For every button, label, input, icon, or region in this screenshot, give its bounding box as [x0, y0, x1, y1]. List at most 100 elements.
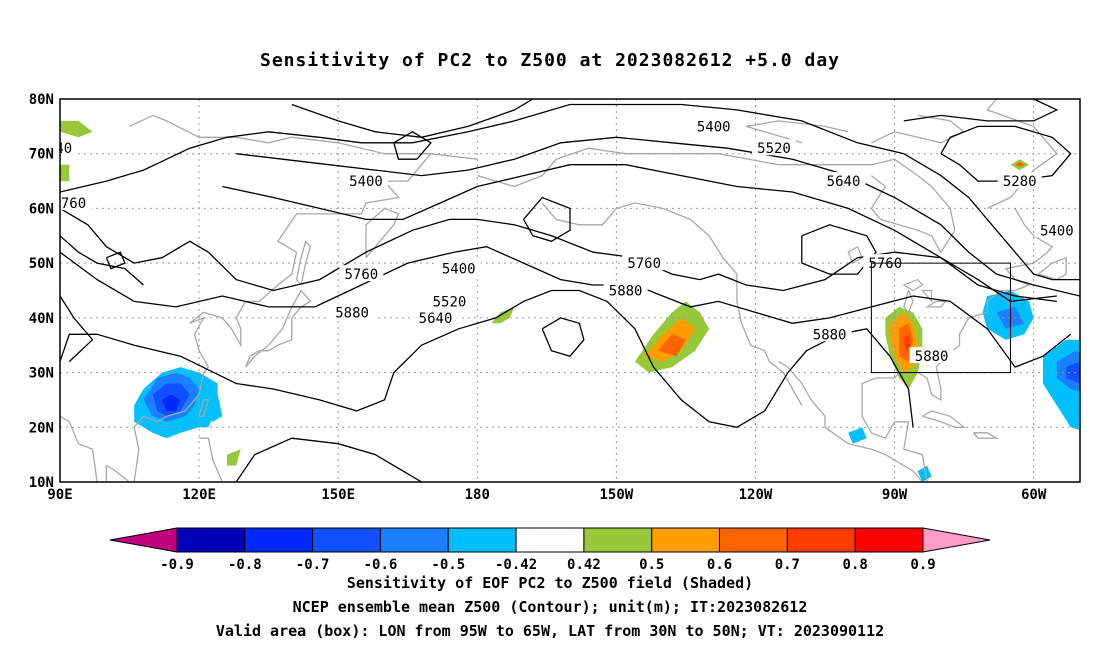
contour-label: 5760	[868, 256, 902, 272]
lon-label: 180	[465, 487, 490, 503]
colorbar-box	[379, 527, 449, 553]
colorbar-label: 0.42	[567, 557, 601, 573]
contour-label-bg	[427, 292, 472, 309]
colorbar-box	[719, 527, 788, 553]
colorbar-label: -0.8	[228, 557, 262, 573]
coastlines	[60, 99, 1067, 482]
colorbar-label: 0.5	[639, 557, 664, 573]
contour-label: 5760	[627, 256, 661, 272]
z500-contour-line	[222, 164, 1057, 303]
contour-label-bg	[330, 303, 375, 320]
contour-label-bg	[691, 117, 736, 134]
longitude-labels: 90E 120E 150E 180 150W 120W 90W 60W	[47, 487, 1046, 503]
z500-contour-line	[236, 136, 1080, 297]
lat-label: 50N	[29, 256, 54, 272]
valid-area-box	[870, 262, 1011, 374]
lon-label: 150W	[600, 487, 634, 503]
map-title: Sensitivity of PC2 to Z500 at 2023082612…	[259, 50, 840, 71]
z500-contour-line	[60, 289, 914, 428]
contour-label: 5880	[609, 284, 643, 300]
lat-label: 30N	[29, 366, 54, 382]
contour-label: 5280	[1003, 174, 1037, 190]
lon-label: 60W	[1021, 487, 1047, 503]
coastline	[60, 415, 98, 482]
contour-label-bg	[60, 139, 78, 156]
lat-label: 20N	[29, 420, 54, 436]
map-frame	[59, 98, 1081, 483]
sensitivity-patch	[60, 164, 70, 182]
z500-contour-line	[940, 125, 1072, 182]
caption-line-3: Valid area (box): LON from 95W to 65W, L…	[215, 622, 885, 640]
colorbar-label: 0.9	[910, 557, 935, 573]
latitude-labels: 80N 70N 60N 50N 40N 30N 20N 10N	[29, 92, 54, 491]
coastline	[746, 120, 849, 144]
coastline	[1036, 256, 1067, 281]
contour-label-bg	[997, 172, 1042, 189]
lake-outline	[903, 288, 914, 314]
contour-label: 5400	[442, 262, 476, 278]
contour-label: 5400	[697, 119, 731, 135]
contour-label-bg	[807, 325, 852, 342]
contour-label: 5760	[52, 196, 86, 212]
contour-label: 5640	[827, 174, 861, 190]
contour-label-bg	[413, 308, 458, 325]
sensitivity-patch	[1066, 361, 1080, 384]
coastline	[199, 437, 223, 482]
colorbar-box	[786, 527, 856, 553]
colorbar-label: -0.42	[495, 557, 537, 573]
caption-line-1: Sensitivity of EOF PC2 to Z500 field (Sh…	[346, 574, 754, 592]
colorbar-box	[854, 527, 924, 553]
contour-label: 5400	[349, 174, 383, 190]
contour-label: 5640	[419, 311, 453, 327]
coastline	[541, 202, 803, 406]
colorbar-box	[515, 527, 585, 553]
contour-label: 5880	[813, 327, 847, 343]
contour-label-bg	[909, 347, 954, 364]
sensitivity-patch	[917, 465, 932, 482]
contour-label: 5520	[757, 141, 791, 157]
colorbar-label: -0.9	[160, 557, 194, 573]
colorbar-box	[447, 527, 517, 553]
lon-label: 90W	[882, 487, 908, 503]
caption-line-2: NCEP ensemble mean Z500 (Contour); unit(…	[292, 598, 808, 616]
lat-label: 60N	[29, 201, 54, 217]
colorbar-box	[583, 527, 653, 553]
coastline	[105, 464, 135, 482]
colorbar-label: -0.5	[431, 557, 465, 573]
coastline	[861, 394, 928, 482]
z500-contour-line	[523, 196, 571, 243]
colorbar-box	[312, 527, 381, 553]
sensitivity-patch	[903, 334, 911, 351]
contour-label-bg	[821, 172, 866, 189]
sensitivity-patch	[658, 334, 686, 357]
lat-label: 40N	[29, 311, 54, 327]
colorbar-label: -0.6	[364, 557, 398, 573]
colorbar-high-triangle	[922, 527, 991, 553]
colorbar-box	[176, 527, 246, 553]
coastline	[129, 114, 431, 155]
lon-label: 120W	[739, 487, 773, 503]
sensitivity-patch	[848, 427, 867, 444]
contour-label-bg	[603, 281, 648, 298]
coastline	[871, 114, 966, 144]
contour-label-bg	[344, 172, 388, 189]
valid-area-rect	[870, 262, 1011, 374]
z500-contour-line	[903, 99, 1059, 122]
contour-label-bg	[60, 193, 92, 210]
colorbar-label: 0.8	[843, 557, 868, 573]
z500-contour-line	[60, 235, 144, 286]
lon-label: 150E	[321, 487, 355, 503]
colorbar-low-triangle	[109, 527, 178, 553]
coastline	[295, 239, 312, 286]
colorbar-label: 0.7	[775, 557, 800, 573]
coastline	[778, 361, 924, 482]
z500-contour-line	[393, 131, 432, 160]
contour-label-bg	[339, 265, 384, 282]
colorbar-box	[244, 527, 314, 553]
z500-contour-line	[60, 295, 94, 363]
contour-label: 5760	[345, 267, 379, 283]
lake-outline	[902, 278, 924, 292]
